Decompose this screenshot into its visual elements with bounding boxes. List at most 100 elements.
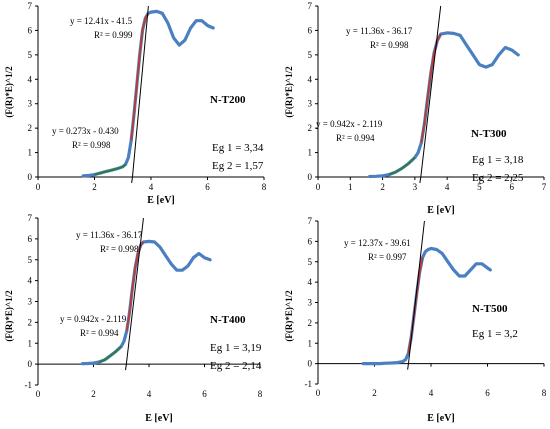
x-tick-label: 2: [380, 182, 385, 192]
panel-n-t200: 0 1 2 3 4 5 6 7 0 2 4 6 8 E [eV] (F(R)*E)^1/2 y = 12.41…: [4, 1, 267, 206]
y-tick-label: 3: [308, 99, 313, 109]
fit-equation-label: y = 12.41x - 41.5: [70, 16, 133, 26]
x-tick-label: 8: [258, 389, 263, 399]
y-tick-label: 1: [28, 338, 33, 348]
low-fit-equation-label: y = 0.273x - 0.430: [52, 126, 119, 136]
y-axis-label: (F(R)*E)^1/2: [4, 66, 14, 118]
x-tick-label: 3: [413, 182, 418, 192]
y-tick-label: 6: [28, 25, 33, 35]
x-tick-label: 2: [92, 182, 97, 192]
y-axis-label: (F(R)*E)^1/2: [284, 290, 294, 342]
y-tick-label: -1: [305, 379, 313, 389]
y-tick-label: 3: [28, 99, 33, 109]
y-tick-label: 3: [28, 297, 33, 307]
x-tick-label: 1: [348, 182, 353, 192]
tangent-fit-extension: [419, 176, 422, 184]
low-fit-r2-label: R² = 0.998: [72, 140, 111, 150]
y-tick-label: 4: [28, 74, 33, 84]
fit-equation-label: y = 11.36x - 36.17: [346, 26, 413, 36]
tangent-fit-extension: [407, 363, 409, 370]
x-tick-label: 4: [149, 182, 154, 192]
low-fit-r2-label: R² = 0.994: [80, 328, 119, 338]
x-axis-label: E [eV]: [145, 413, 173, 424]
y-tick-label: 5: [308, 50, 313, 60]
x-tick-label: 8: [542, 388, 547, 398]
y-axis-label: (F(R)*E)^1/2: [4, 290, 14, 342]
y-tick-label: 1: [308, 338, 313, 348]
y-tick-label: 1: [308, 148, 313, 158]
tangent-fit-line: [420, 5, 442, 178]
x-tick-label: 2: [91, 389, 96, 399]
y-tick-label: 0: [308, 172, 313, 182]
y-tick-label: 6: [308, 236, 313, 246]
y-tick-label: 4: [308, 74, 313, 84]
x-tick-label: 0: [316, 388, 321, 398]
y-tick-label: 4: [308, 277, 313, 287]
steep-fit-highlight: [130, 12, 149, 141]
fit-equation-label: y = 11.36x - 36.17: [76, 230, 143, 240]
tangent-fit-line: [407, 220, 425, 364]
fit-r2-label: R² = 0.997: [368, 252, 407, 262]
x-tick-label: 0: [316, 182, 321, 192]
tangent-fit-extension: [131, 176, 133, 184]
y-axis-label: (F(R)*E)^1/2: [284, 66, 294, 118]
x-tick-label: 7: [542, 182, 547, 192]
low-fit-r2-label: R² = 0.994: [336, 133, 375, 143]
y-tick-label: 2: [308, 318, 313, 328]
y-tick-label: 0: [28, 359, 33, 369]
y-tick-label: 2: [28, 123, 33, 133]
steep-fit-highlight: [420, 33, 442, 143]
y-tick-label: 7: [28, 1, 33, 11]
y-tick-label: 2: [308, 123, 313, 133]
fit-r2-label: R² = 0.998: [100, 244, 139, 254]
y-tick-label: 7: [308, 216, 313, 226]
band-gap-label: Eg 1 = 3,2: [472, 328, 518, 340]
x-tick-label: 5: [477, 182, 482, 192]
fit-equation-label: y = 12.37x - 39.61: [344, 238, 411, 248]
y-tick-label: 5: [28, 255, 33, 265]
y-tick-label: 6: [308, 25, 313, 35]
x-tick-label: 6: [202, 389, 207, 399]
band-gap-label: Eg 1 = 3,18: [472, 154, 524, 166]
y-tick-label: 7: [28, 213, 33, 223]
x-axis-label: E [eV]: [427, 413, 455, 424]
x-tick-label: 4: [429, 388, 434, 398]
band-gap-label: Eg 2 = 2,25: [472, 172, 524, 184]
x-tick-label: 6: [485, 388, 490, 398]
x-tick-label: 6: [509, 182, 514, 192]
x-tick-label: 8: [262, 182, 267, 192]
y-tick-label: 0: [28, 172, 33, 182]
fit-r2-label: R² = 0.999: [94, 30, 133, 40]
y-tick-label: 7: [308, 1, 313, 11]
x-tick-label: 4: [147, 389, 152, 399]
tangent-fit-line: [125, 217, 144, 365]
low-fit-equation-label: y = 0.942x - 2.119: [316, 119, 383, 129]
y-tick-label: 6: [28, 234, 33, 244]
data-series-line: [80, 239, 212, 366]
low-fit-highlight: [388, 156, 416, 176]
sample-name-label: N-T300: [471, 128, 507, 140]
sample-name-label: N-T500: [472, 303, 508, 315]
low-fit-highlight: [98, 345, 122, 363]
low-fit-equation-label: y = 0.942x - 2.119: [60, 314, 127, 324]
x-tick-label: 6: [205, 182, 210, 192]
y-tick-label: 2: [28, 317, 33, 327]
x-tick-label: 2: [372, 388, 377, 398]
tangent-fit-extension: [125, 364, 127, 371]
y-tick-label: 5: [28, 50, 33, 60]
x-tick-label: 0: [36, 389, 41, 399]
tangent-fit-line: [131, 5, 149, 178]
y-tick-label: 4: [28, 276, 33, 286]
y-tick-label: 1: [28, 148, 33, 158]
panel-n-t300: 0 1 2 3 4 5 6 7 0 1 2 3 4 5 6 7 E [eV] (F(R)*E)^1/2 y = 11…: [284, 1, 547, 216]
sample-name-label: N-T400: [210, 314, 246, 326]
y-tick-label: 3: [308, 298, 313, 308]
band-gap-label: Eg 2 = 1,57: [212, 160, 264, 172]
x-axis-label: E [eV]: [427, 205, 455, 216]
x-tick-label: 0: [36, 182, 41, 192]
x-tick-label: 4: [445, 182, 450, 192]
low-fit-highlight: [94, 163, 127, 176]
